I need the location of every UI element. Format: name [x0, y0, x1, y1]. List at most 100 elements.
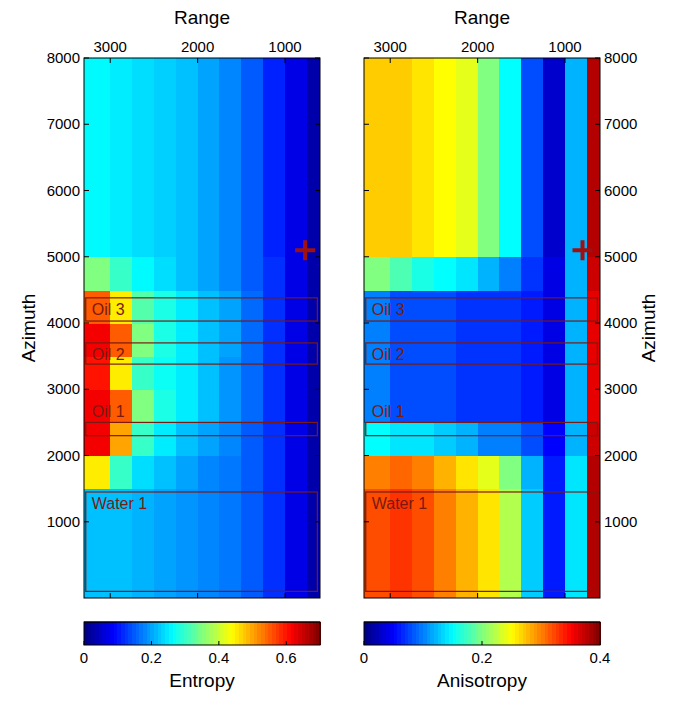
heatmap-cell — [154, 456, 176, 490]
y-tick — [364, 389, 369, 390]
region-label: Oil 1 — [372, 403, 405, 420]
colorbar: 00.20.4Anisotropy — [360, 622, 611, 691]
x-tick-label: 3000 — [94, 38, 127, 55]
heatmap-cell — [521, 323, 543, 357]
heatmap-cell — [307, 522, 320, 556]
heatmap-cell — [219, 191, 241, 225]
heatmap-cell — [478, 91, 500, 125]
colorbar-tick-label: 0.2 — [472, 649, 493, 666]
colorbar-tick — [364, 641, 365, 645]
heatmap-cell — [219, 257, 241, 291]
heatmap-cell — [307, 91, 320, 125]
heatmap-cell — [285, 522, 307, 556]
colorbar-swatch — [541, 622, 545, 645]
colorbar-tick-label: 0.6 — [276, 649, 297, 666]
heatmap-cell — [364, 456, 391, 490]
colorbar-swatch — [165, 622, 169, 645]
colorbar-swatch — [467, 622, 471, 645]
colorbar-swatch — [272, 622, 276, 645]
colorbar-swatch — [371, 622, 375, 645]
colorbar-swatch — [445, 622, 449, 645]
frame — [84, 58, 320, 598]
colorbar-swatch — [379, 622, 383, 645]
heatmap-cell — [478, 191, 500, 225]
colorbar-swatch — [283, 622, 287, 645]
heatmap-cell — [110, 224, 132, 258]
heatmap-cell — [587, 58, 600, 92]
heatmap-cell — [285, 323, 307, 357]
y-tick — [315, 455, 320, 456]
heatmap-cell — [587, 323, 600, 357]
colorbar-swatch — [99, 622, 103, 645]
x-tick — [197, 58, 198, 63]
colorbar-swatch — [136, 622, 140, 645]
y-tick-label: 2000 — [47, 447, 80, 464]
heatmap-cell — [364, 124, 391, 158]
colorbar-swatch — [585, 622, 589, 645]
colorbar-swatch — [578, 622, 582, 645]
heatmap-cell — [499, 389, 521, 423]
heatmap-cell — [543, 290, 565, 324]
colorbar-swatch — [139, 622, 143, 645]
heatmap-cell — [263, 91, 285, 125]
heatmap-cell — [587, 257, 600, 291]
colorbar-swatch — [512, 622, 516, 645]
panel: Oil 3Oil 2Oil 1Water 1300020001000Range1… — [360, 7, 660, 691]
region-box — [86, 343, 318, 364]
colorbar-tick-label: 0.4 — [590, 649, 611, 666]
y-tick — [364, 58, 369, 59]
colorbar-tick — [218, 641, 219, 645]
colorbar-swatch — [397, 622, 401, 645]
colorbar-swatch — [412, 622, 416, 645]
heatmap-cell — [456, 257, 478, 291]
heatmap-cell — [285, 91, 307, 125]
colorbar-swatch — [195, 622, 199, 645]
heatmap-cell — [499, 257, 521, 291]
heatmap-cell — [198, 91, 220, 125]
colorbar-swatch — [375, 622, 379, 645]
y-tick — [84, 190, 89, 191]
colorbar-swatch — [456, 622, 460, 645]
heatmap-cell — [198, 356, 220, 390]
colorbar-swatch — [184, 622, 188, 645]
heatmap-cell — [587, 157, 600, 191]
heatmap-cell — [263, 58, 285, 92]
heatmap-cell — [364, 91, 391, 125]
y-tick — [84, 521, 89, 522]
heatmap-cell — [499, 58, 521, 92]
colorbar-swatch — [250, 622, 254, 645]
heatmap-cell — [154, 356, 176, 390]
heatmap-cell — [154, 323, 176, 357]
y-tick — [595, 58, 600, 59]
heatmap-cell — [521, 224, 543, 258]
heatmap-cell — [285, 191, 307, 225]
colorbar-swatch — [154, 622, 158, 645]
heatmap-cell — [84, 157, 111, 191]
heatmap-cell — [263, 124, 285, 158]
heatmap-cell — [499, 323, 521, 357]
y-tick-label: 4000 — [47, 314, 80, 331]
y-tick-label: 6000 — [47, 182, 80, 199]
heatmap-cell — [154, 389, 176, 423]
heatmap-cell — [176, 124, 198, 158]
heatmap-cell — [285, 356, 307, 390]
heatmap-cell — [543, 489, 565, 523]
heatmap-cell — [263, 224, 285, 258]
y-tick-label: 2000 — [604, 447, 637, 464]
colorbar-swatch — [309, 622, 313, 645]
heatmap-cell — [176, 290, 198, 324]
colorbar-title: Anisotropy — [437, 670, 527, 691]
marker — [295, 240, 315, 260]
heatmap-cells — [364, 58, 600, 598]
heatmap-cell — [499, 124, 521, 158]
region-box — [366, 298, 598, 321]
heatmap-cell — [543, 224, 565, 258]
colorbar-tick — [600, 641, 601, 645]
heatmap-cell — [307, 456, 320, 490]
heatmap-cell — [478, 389, 500, 423]
heatmap-cell — [219, 58, 241, 92]
colorbar-swatch — [593, 622, 597, 645]
colorbar-swatch — [486, 622, 490, 645]
heatmap-cell — [176, 356, 198, 390]
heatmap-cell — [390, 224, 412, 258]
